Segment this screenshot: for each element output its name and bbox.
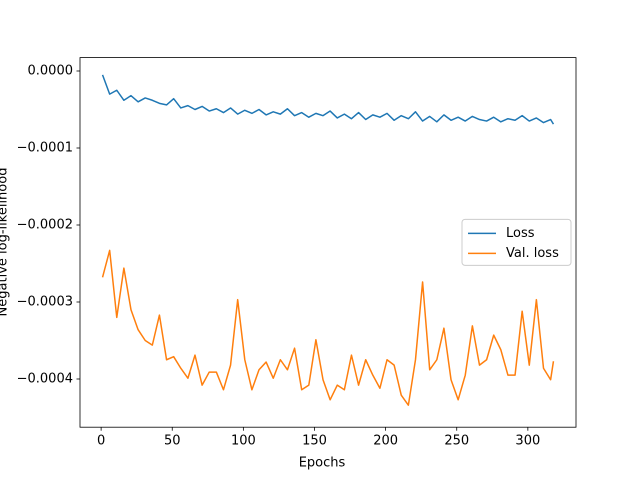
x-tick-label: 250 xyxy=(444,434,469,449)
x-tick-label: 0 xyxy=(97,434,105,449)
x-tick-label: 150 xyxy=(302,434,327,449)
legend: Loss Val. loss xyxy=(461,218,572,266)
x-tick-label: 50 xyxy=(164,434,181,449)
x-tick-label: 100 xyxy=(231,434,256,449)
y-tick-label: −0.0003 xyxy=(17,294,73,309)
x-axis-label: Epochs xyxy=(299,456,346,471)
legend-label: Loss xyxy=(506,226,535,241)
data-line xyxy=(101,74,555,125)
plot-frame xyxy=(79,57,577,428)
x-tick-label: 200 xyxy=(373,434,398,449)
y-tick-label: −0.0002 xyxy=(17,217,73,232)
y-axis-label: Negative log-likelihood xyxy=(0,168,11,317)
data-line xyxy=(101,249,555,406)
y-tick-label: −0.0004 xyxy=(17,371,73,386)
x-tick-label: 300 xyxy=(515,434,540,449)
y-tick-label: −0.0001 xyxy=(17,140,73,155)
legend-label: Val. loss xyxy=(506,246,559,261)
y-tick-label: 0.0000 xyxy=(28,63,74,78)
